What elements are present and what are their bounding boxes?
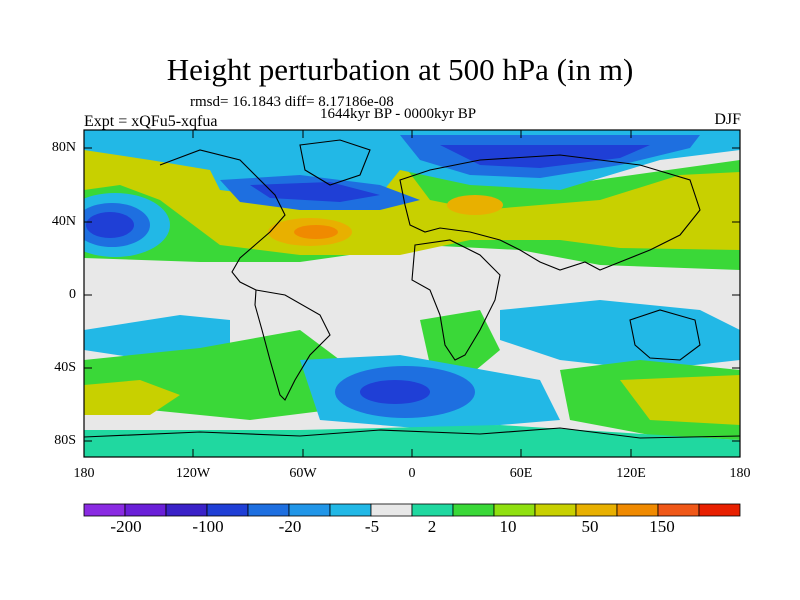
- colorbar-swatch: [534, 503, 577, 517]
- colorbar-label: 10: [499, 517, 517, 536]
- greenland-coast: [299, 139, 371, 186]
- colorbar-swatch: [288, 503, 331, 517]
- colorbar-swatch: [657, 503, 700, 517]
- coastlines: [84, 139, 740, 439]
- colorbar-swatch: [329, 503, 372, 517]
- lat-label-40n: 40N: [51, 214, 76, 229]
- colorbar-label: 150: [649, 517, 675, 536]
- lat-label-80n: 80N: [51, 140, 76, 155]
- colorbar-swatch: [370, 503, 413, 517]
- axis-ticks: [84, 130, 740, 457]
- southern-yellow: [84, 380, 180, 415]
- pacific-deepblue: [86, 212, 134, 238]
- colorbar: [83, 503, 741, 517]
- colorbar-label: -5: [364, 517, 380, 536]
- antarctic-green: [84, 425, 740, 457]
- south-africa-green: [420, 310, 500, 375]
- season-label: DJF: [714, 111, 741, 128]
- colorbar-label: 50: [581, 517, 599, 536]
- south-america-coast: [254, 289, 331, 401]
- lat-label-0: 0: [69, 287, 76, 302]
- antarctica-coast: [84, 427, 740, 439]
- period-text: 1644kyr BP - 0000kyr BP: [320, 106, 477, 122]
- australia-coast: [629, 309, 701, 361]
- colorbar-swatch: [124, 503, 167, 517]
- s-pacific-yellow: [620, 375, 740, 425]
- atlantic-orange-core: [294, 225, 338, 239]
- indian-cyan: [500, 300, 740, 370]
- colorbar-swatch: [206, 503, 249, 517]
- lon-label-180w: 180: [73, 466, 95, 481]
- s-atlantic-deep: [360, 380, 430, 404]
- experiment-label: Expt = xQFu5-xqfua: [84, 113, 218, 130]
- colorbar-swatch: [83, 503, 126, 517]
- lon-label-60e: 60E: [509, 466, 533, 481]
- colorbar-swatch: [698, 503, 741, 517]
- colorbar-swatch: [493, 503, 536, 517]
- stats-text: rmsd= 16.1843 diff= 8.17186e-08: [190, 94, 394, 110]
- colorbar-swatch: [575, 503, 618, 517]
- lon-label-60w: 60W: [289, 466, 317, 481]
- colorbar-swatch: [165, 503, 208, 517]
- contour-field: [84, 130, 740, 457]
- asia-orange-peak: [447, 195, 503, 215]
- lon-label-0: 0: [408, 466, 416, 481]
- colorbar-label: 2: [427, 517, 437, 536]
- lat-label-40s: 40S: [54, 360, 76, 375]
- lon-label-120e: 120E: [616, 466, 646, 481]
- colorbar-swatch: [411, 503, 454, 517]
- eurasia-coast: [399, 154, 701, 271]
- north-america-coast: [159, 149, 286, 291]
- north-polar-deepblue: [440, 145, 650, 168]
- colorbar-swatch: [452, 503, 495, 517]
- colorbar-label: -100: [192, 517, 224, 536]
- lon-label-180e: 180: [729, 466, 751, 481]
- colorbar-swatch: [247, 503, 290, 517]
- colorbar-label: -200: [110, 517, 142, 536]
- lat-label-80s: 80S: [54, 433, 76, 448]
- colorbar-label: -20: [278, 517, 302, 536]
- africa-coast: [411, 239, 501, 361]
- nhl-lowband-core: [250, 182, 380, 202]
- lon-label-120w: 120W: [175, 466, 211, 481]
- map-title: Height perturbation at 500 hPa (in m): [166, 52, 634, 87]
- colorbar-swatch: [616, 503, 659, 517]
